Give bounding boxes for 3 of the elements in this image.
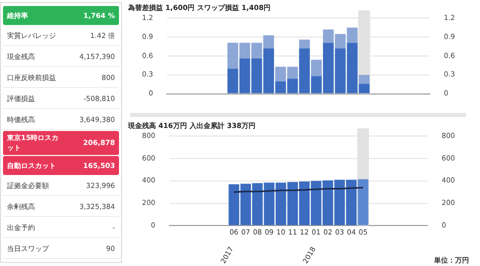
- bar: [299, 40, 310, 48]
- bar: [311, 60, 322, 76]
- bar: [358, 74, 370, 84]
